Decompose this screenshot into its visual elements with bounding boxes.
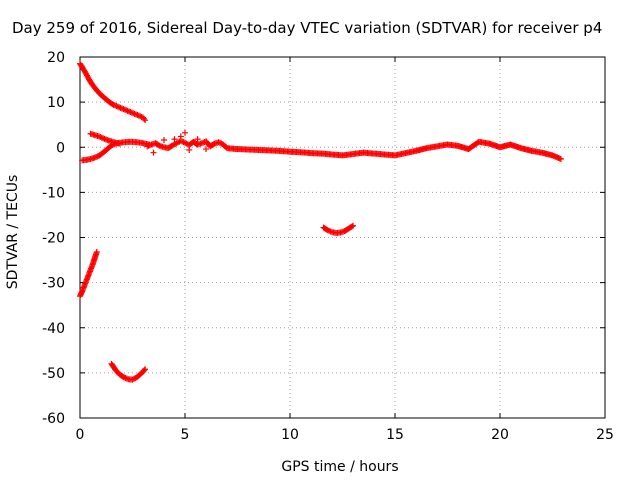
series-arc-high-decreasing — [77, 60, 149, 124]
data-point-arc-high-decreasing — [121, 106, 128, 113]
x-tick-label: 25 — [596, 427, 614, 443]
x-tick-label: 0 — [76, 427, 85, 443]
data-layer — [77, 60, 564, 383]
y-tick-label: -50 — [42, 366, 65, 382]
data-point-scatter-marks-around-5h — [186, 146, 193, 153]
y-tick-label: -30 — [42, 276, 65, 292]
plot-frame — [79, 56, 606, 419]
chart-title: Day 259 of 2016, Sidereal Day-to-day VTE… — [12, 19, 602, 37]
data-point-arc-small-positive-falling — [116, 140, 123, 147]
y-tick-label: -10 — [42, 185, 65, 201]
x-tick-label: 10 — [281, 427, 299, 443]
y-tick-label: -40 — [42, 321, 65, 337]
x-tick-label: 5 — [181, 427, 190, 443]
x-tick-label: 15 — [386, 427, 404, 443]
y-axis-label: SDTVAR / TECUs — [5, 175, 21, 290]
series-arc-small-dip-12h — [320, 222, 356, 236]
y-tick-label: -20 — [42, 231, 65, 247]
x-tick-label: 20 — [491, 427, 509, 443]
data-point-arc-main-long — [557, 155, 564, 162]
data-point-scatter-marks-around-5h — [177, 133, 184, 140]
data-point-scatter-marks-around-5h — [150, 149, 157, 156]
data-point-arc-small-dip-12h — [348, 223, 355, 230]
data-point-arc-high-decreasing — [142, 117, 149, 124]
data-point-arc-bottom-dip — [142, 366, 149, 373]
tick-layer: 0 5 10 15 20 25 -60 -50 -40 -30 -20 -10 0 10 20 — [42, 50, 614, 443]
data-point-arc-low-rising — [93, 248, 100, 255]
series-arc-low-rising — [77, 248, 100, 300]
y-tick-label: 20 — [47, 50, 65, 66]
grid-layer — [80, 57, 605, 418]
data-point-arc-small-dip-12h — [350, 222, 356, 229]
data-point-arc-high-decreasing — [114, 103, 121, 110]
y-tick-label: -60 — [42, 411, 65, 427]
y-tick-label: 10 — [47, 95, 65, 111]
data-point-scatter-marks-around-5h — [194, 136, 201, 143]
series-arc-small-positive-falling — [87, 130, 123, 147]
series-arc-main-long — [144, 137, 564, 162]
x-axis-label: GPS time / hours — [281, 459, 398, 475]
data-point-arc-bottom-dip — [141, 367, 148, 374]
data-point-scatter-marks-around-5h — [171, 136, 178, 143]
data-point-arc-small-positive-falling — [97, 134, 104, 141]
data-point-scatter-marks-around-5h — [182, 129, 188, 136]
y-tick-label: 0 — [56, 140, 65, 156]
data-point-arc-high-decreasing — [83, 71, 90, 78]
series-scatter-marks-around-5h — [150, 129, 209, 156]
data-point-scatter-marks-around-5h — [203, 146, 209, 153]
series-arc-bottom-dip — [108, 360, 149, 383]
data-point-scatter-marks-around-5h — [161, 137, 167, 144]
data-point-arc-high-decreasing — [141, 115, 148, 122]
